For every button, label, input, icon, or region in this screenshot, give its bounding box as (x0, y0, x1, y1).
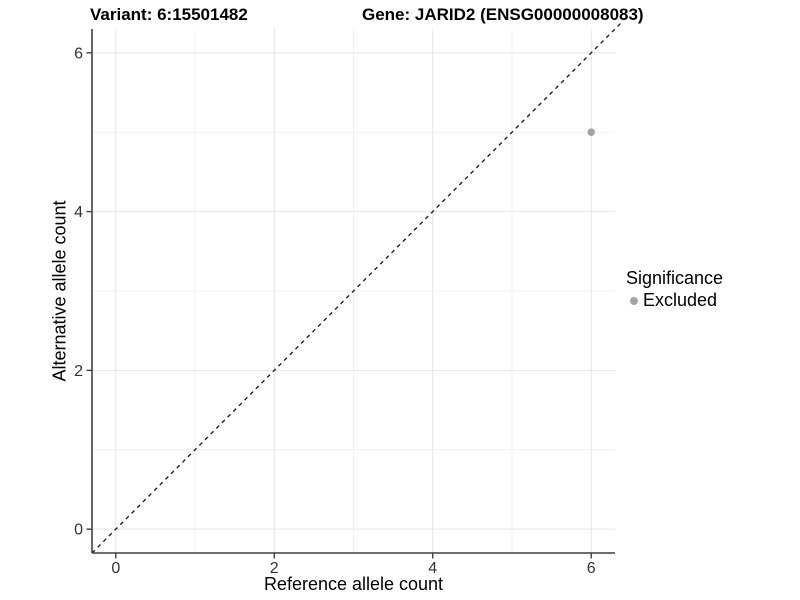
x-tick-label: 2 (270, 560, 279, 577)
y-tick-label: 2 (74, 363, 83, 380)
legend: Significance Excluded (626, 268, 723, 311)
y-tick-label: 4 (74, 204, 83, 221)
x-tick-label: 0 (111, 560, 120, 577)
y-tick-label: 6 (74, 45, 83, 62)
legend-title: Significance (626, 268, 724, 288)
plot-title-variant: Variant: 6:15501482 (90, 5, 248, 24)
x-tick-label: 6 (587, 560, 596, 577)
data-point (587, 128, 596, 137)
plot-title-gene: Gene: JARID2 (ENSG00000008083) (362, 5, 644, 24)
x-axis-title: Reference allele count (263, 574, 444, 594)
legend-item-excluded: Excluded (626, 290, 723, 311)
identity-dashed-line (91, 22, 622, 554)
legend-item-label: Excluded (643, 290, 718, 310)
x-tick-label: 4 (428, 560, 437, 577)
legend-point-icon (630, 296, 638, 305)
y-tick-label: 0 (74, 522, 83, 539)
y-axis-title: Alternative allele count (49, 200, 70, 382)
